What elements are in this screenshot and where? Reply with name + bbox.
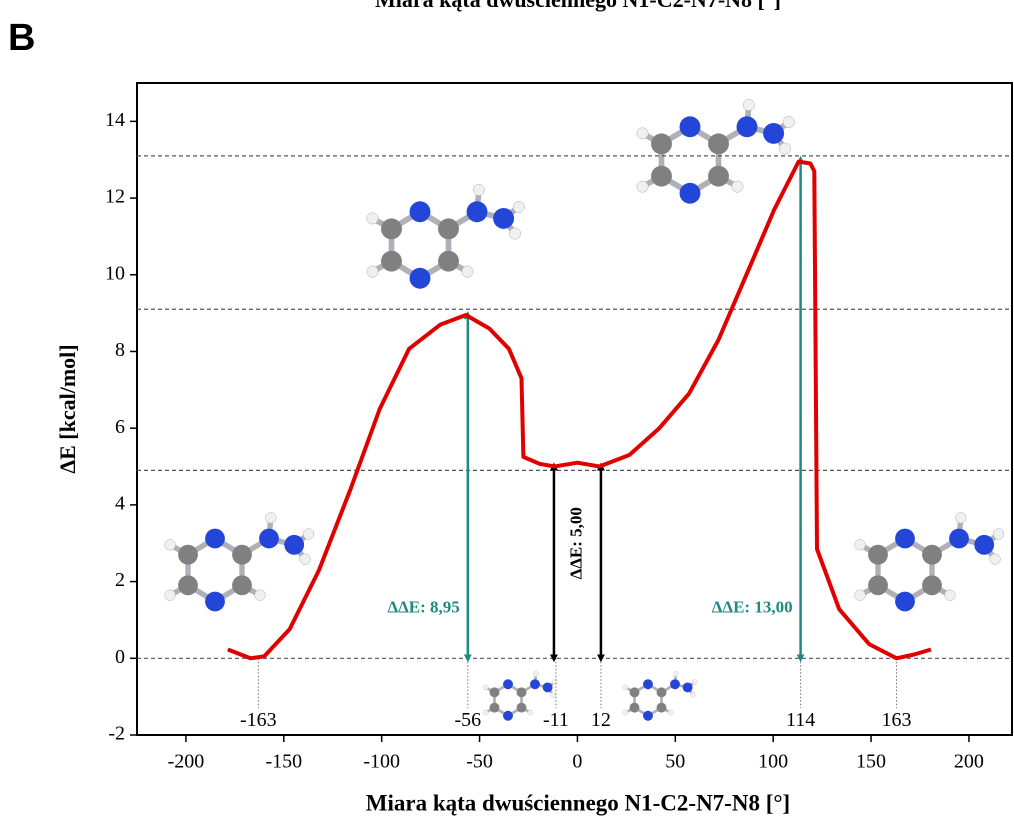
x-tick-label: -100 <box>363 751 400 773</box>
chart-title: Miara kąta dwuściennego N1-C2-N7-N8 [°] <box>375 0 781 12</box>
panel-label: B <box>8 17 35 59</box>
y-axis-title: ΔE [kcal/mol] <box>55 344 80 473</box>
plot-frame <box>137 83 1012 735</box>
marker-label: -56 <box>454 709 481 731</box>
marker-label: 12 <box>591 709 611 731</box>
chart: Miara kąta dwuściennego N1-C2-N7-N8 [°] … <box>0 0 1014 825</box>
marker-label: -11 <box>543 709 569 731</box>
x-tick-label: 150 <box>856 751 886 773</box>
x-tick-label: 200 <box>954 751 984 773</box>
energy-curve <box>228 162 931 659</box>
y-tick-label: 12 <box>105 186 125 208</box>
y-tick-label: 4 <box>115 492 125 514</box>
x-tick-label: -50 <box>466 751 493 773</box>
marker-label: 114 <box>786 709 815 731</box>
y-tick-label: 0 <box>115 646 125 668</box>
x-axis-title: Miara kąta dwuściennego N1-C2-N7-N8 [°] <box>366 790 790 815</box>
x-tick-label: -150 <box>265 751 302 773</box>
x-tick-label: 100 <box>758 751 788 773</box>
x-tick-label: 0 <box>572 751 582 773</box>
y-tick-label: 2 <box>115 569 125 591</box>
y-tick-label: -2 <box>108 723 125 745</box>
arrow-label: ΔΔE: 5,00 <box>566 507 585 579</box>
arrow-label: ΔΔE: 8,95 <box>387 597 459 616</box>
y-tick-label: 6 <box>115 416 125 438</box>
y-tick-label: 14 <box>105 109 125 131</box>
marker-label: 163 <box>882 709 912 731</box>
x-tick-label: 50 <box>665 751 685 773</box>
marker-label: -163 <box>240 709 277 731</box>
x-tick-label: -200 <box>168 751 205 773</box>
y-tick-label: 10 <box>105 262 125 284</box>
arrow-label: ΔΔE: 13,00 <box>712 597 793 616</box>
y-tick-label: 8 <box>115 339 125 361</box>
